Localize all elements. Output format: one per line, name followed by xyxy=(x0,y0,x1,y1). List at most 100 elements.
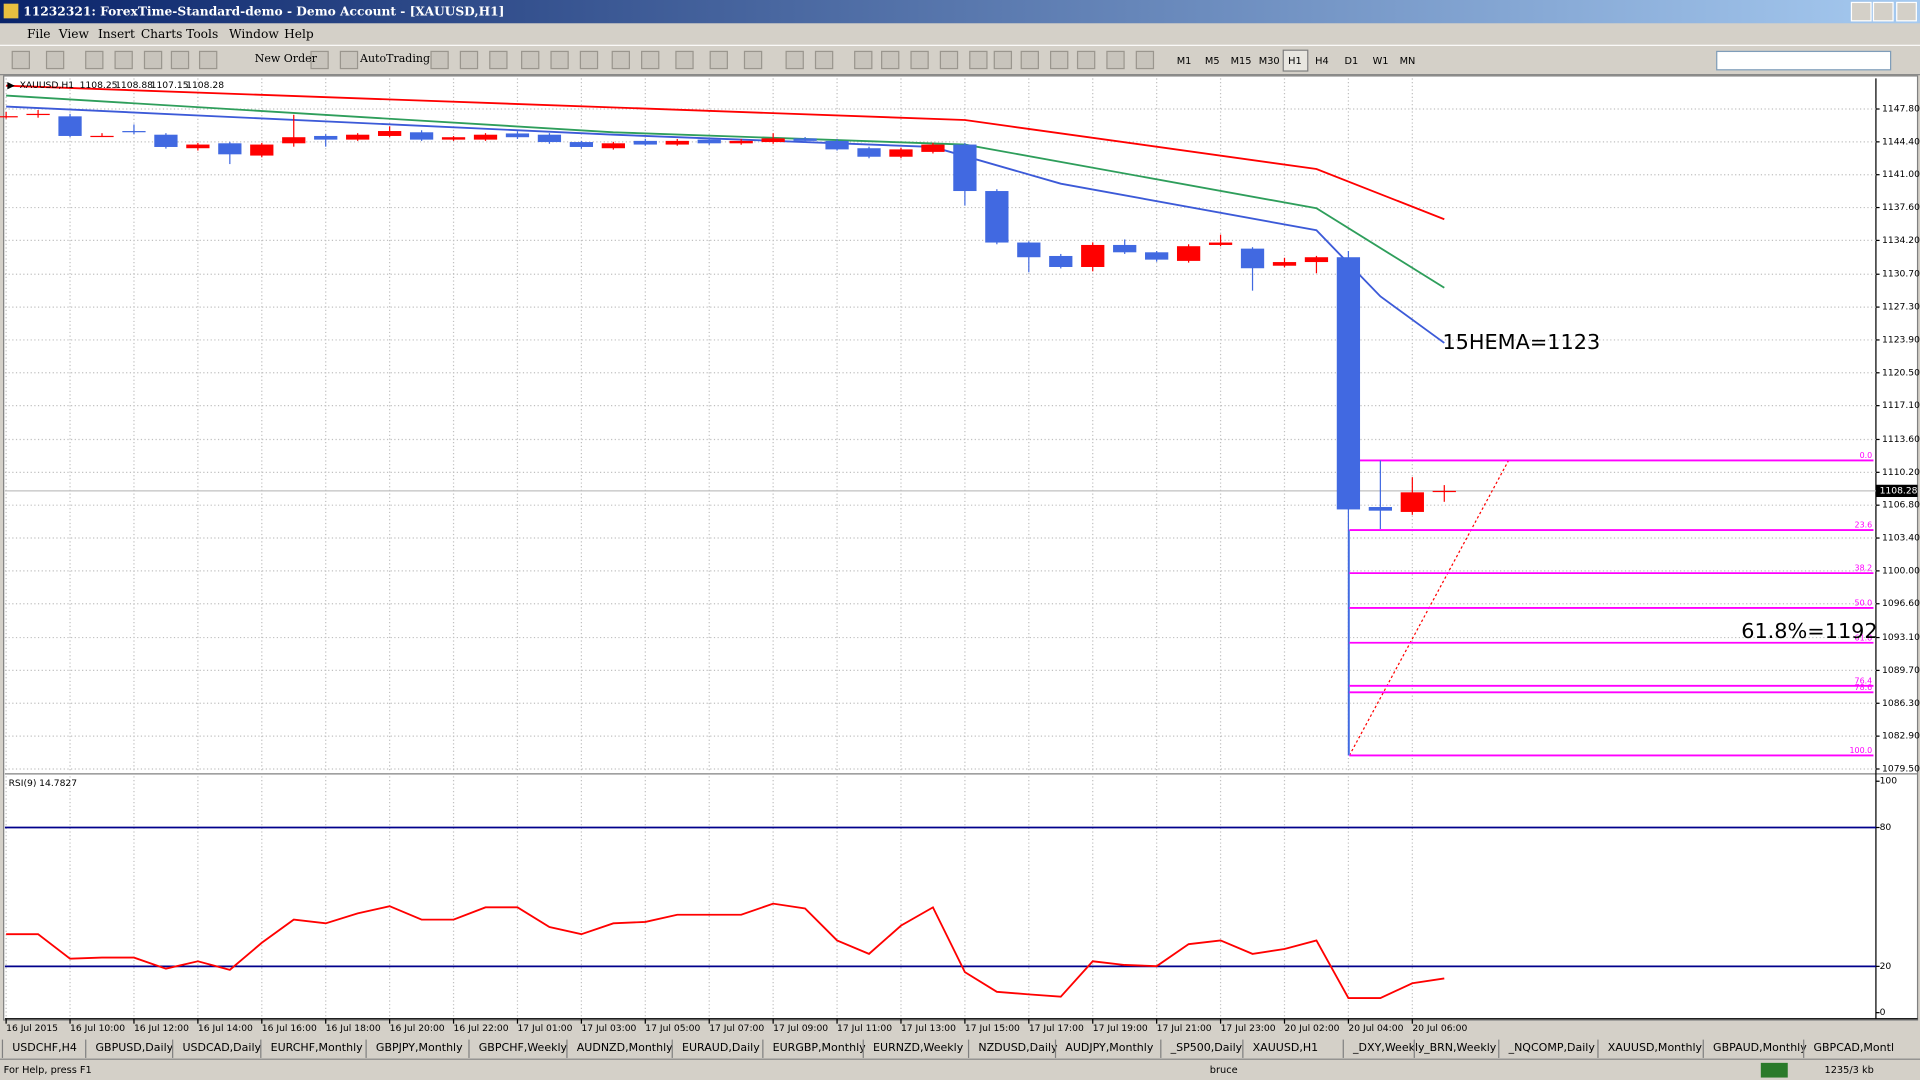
toolbar-button[interactable] xyxy=(1135,50,1155,70)
x-tick-label: 20 Jul 02:00 xyxy=(1284,1023,1339,1034)
symbol-marker xyxy=(7,82,15,90)
toolbar-button[interactable] xyxy=(1076,50,1096,70)
toolbar-button[interactable] xyxy=(85,50,104,70)
x-tick-label: 16 Jul 22:00 xyxy=(454,1023,509,1034)
close-button[interactable] xyxy=(1896,1,1917,22)
toolbar-button[interactable] xyxy=(1106,50,1125,70)
x-tick-label: 16 Jul 20:00 xyxy=(390,1023,445,1034)
candle-body xyxy=(1400,492,1424,512)
chart-tab[interactable]: AUDJPY,Monthly xyxy=(1065,1041,1154,1054)
toolbar-button[interactable] xyxy=(743,50,763,70)
chart-tab[interactable]: _BRN,Weekly xyxy=(1423,1041,1497,1054)
maximize-button[interactable] xyxy=(1872,1,1894,22)
menu-item[interactable]: Charts xyxy=(141,27,183,41)
toolbar-button[interactable] xyxy=(114,50,133,70)
chart-tab[interactable]: _NQCOMP,Daily xyxy=(1508,1041,1596,1054)
candle-body xyxy=(921,144,945,152)
toolbar-button[interactable] xyxy=(939,50,959,70)
toolbar-button[interactable] xyxy=(579,50,599,70)
candle-body xyxy=(1113,244,1137,253)
minimize-button[interactable] xyxy=(1850,1,1872,22)
new-order-button[interactable]: New Order xyxy=(255,52,318,65)
chart-tab[interactable]: GBPUSD,Daily xyxy=(96,1041,174,1054)
chart-tab[interactable]: AUDNZD,Monthly xyxy=(577,1041,673,1054)
autotrading-button[interactable]: AutoTrading xyxy=(359,52,430,65)
timeframe-button[interactable]: M30 xyxy=(1259,56,1280,67)
toolbar-button[interactable] xyxy=(881,50,900,70)
chart-tab[interactable]: XAUUSD,Monthly xyxy=(1608,1041,1703,1054)
chart-tab[interactable]: EURNZD,Weekly xyxy=(873,1041,964,1054)
timeframe-button[interactable]: H4 xyxy=(1315,56,1329,67)
toolbar-button[interactable] xyxy=(143,50,163,70)
chart-tab[interactable]: EURCHF,Monthly xyxy=(271,1041,364,1054)
toolbar-button[interactable] xyxy=(910,50,929,70)
toolbar-button[interactable] xyxy=(854,50,873,70)
chart-tab[interactable]: USDCAD,Daily xyxy=(182,1041,261,1054)
chart-tab[interactable]: _SP500,Daily xyxy=(1170,1041,1243,1054)
rsi-line xyxy=(6,902,1445,999)
candle-body xyxy=(633,140,657,145)
timeframe-button[interactable]: M1 xyxy=(1177,56,1192,67)
chart-tab[interactable]: GBPJPY,Monthly xyxy=(376,1041,463,1054)
annotation: 61.8%=1192 xyxy=(1741,619,1877,643)
timeframe-button[interactable]: D1 xyxy=(1344,56,1358,67)
toolbar-button[interactable] xyxy=(489,50,508,70)
toolbar-button[interactable] xyxy=(993,50,1013,70)
candle-body xyxy=(1432,490,1456,493)
chart-tab[interactable]: XAUUSD,H1 xyxy=(1253,1041,1318,1054)
toolbar-button[interactable] xyxy=(339,50,359,70)
chart-tab[interactable]: _DXY,Weekly xyxy=(1352,1041,1425,1054)
chart-tab[interactable]: EURGBP,Monthly xyxy=(773,1041,867,1054)
toolbar-button[interactable] xyxy=(969,50,988,70)
chart-tab[interactable]: GBPCAD,Montl xyxy=(1813,1041,1894,1054)
menu-item[interactable]: Tools xyxy=(186,27,218,41)
rsi-tick-label: 0 xyxy=(1880,1007,1886,1018)
window-title: 11232321: ForexTime-Standard-demo - Demo… xyxy=(23,5,504,19)
chart-tab[interactable]: GBPAUD,Monthly xyxy=(1713,1041,1807,1054)
timeframe-button[interactable]: W1 xyxy=(1373,56,1389,67)
candle-body xyxy=(825,140,849,150)
timeframe-button[interactable]: H1 xyxy=(1288,56,1302,67)
window-buttons xyxy=(1850,1,1917,22)
candle-body xyxy=(218,143,242,155)
menu-item[interactable]: View xyxy=(58,27,90,41)
toolbar-button[interactable] xyxy=(675,50,694,70)
toolbar-button[interactable] xyxy=(198,50,218,70)
toolbar-button[interactable] xyxy=(430,50,449,70)
chart-tab[interactable]: GBPCHF,Weekly xyxy=(479,1041,568,1054)
toolbar-button[interactable] xyxy=(310,50,329,70)
menu-item[interactable]: Window xyxy=(229,27,279,41)
toolbar-button[interactable] xyxy=(785,50,804,70)
menu-item[interactable]: Help xyxy=(284,27,314,41)
toolbar-button[interactable] xyxy=(814,50,834,70)
toolbar-button[interactable] xyxy=(709,50,728,70)
toolbar-button[interactable] xyxy=(45,50,65,70)
candle-body xyxy=(697,139,721,144)
tab-bar xyxy=(0,1037,1920,1060)
toolbar-button[interactable] xyxy=(459,50,479,70)
chart-tab[interactable]: EURAUD,Daily xyxy=(682,1041,760,1054)
menu-item[interactable]: Insert xyxy=(98,27,135,41)
x-tick-label: 16 Jul 16:00 xyxy=(262,1023,317,1034)
toolbar-button[interactable] xyxy=(550,50,569,70)
timeframe-button[interactable]: MN xyxy=(1400,56,1416,67)
y-tick-label: 1130.70 xyxy=(1882,269,1920,280)
candle-body xyxy=(985,191,1009,243)
chart-tab[interactable]: NZDUSD,Daily xyxy=(978,1041,1058,1054)
toolbar-button[interactable] xyxy=(1020,50,1039,70)
toolbar-button[interactable] xyxy=(11,50,30,70)
toolbar-button[interactable] xyxy=(521,50,540,70)
x-tick-label: 17 Jul 15:00 xyxy=(965,1023,1020,1034)
toolbar-button[interactable] xyxy=(170,50,190,70)
search-box[interactable] xyxy=(1716,50,1892,71)
chart-tab[interactable]: USDCHF,H4 xyxy=(12,1041,77,1054)
toolbar-button[interactable] xyxy=(611,50,630,70)
timeframe-button[interactable]: M15 xyxy=(1231,56,1252,67)
toolbar-button[interactable] xyxy=(1050,50,1069,70)
candle-body xyxy=(729,140,753,144)
timeframe-button[interactable]: M5 xyxy=(1205,56,1220,67)
toolbar-button[interactable] xyxy=(641,50,660,70)
y-tick-label: 1106.80 xyxy=(1882,500,1920,511)
menu-item[interactable]: File xyxy=(27,27,51,41)
